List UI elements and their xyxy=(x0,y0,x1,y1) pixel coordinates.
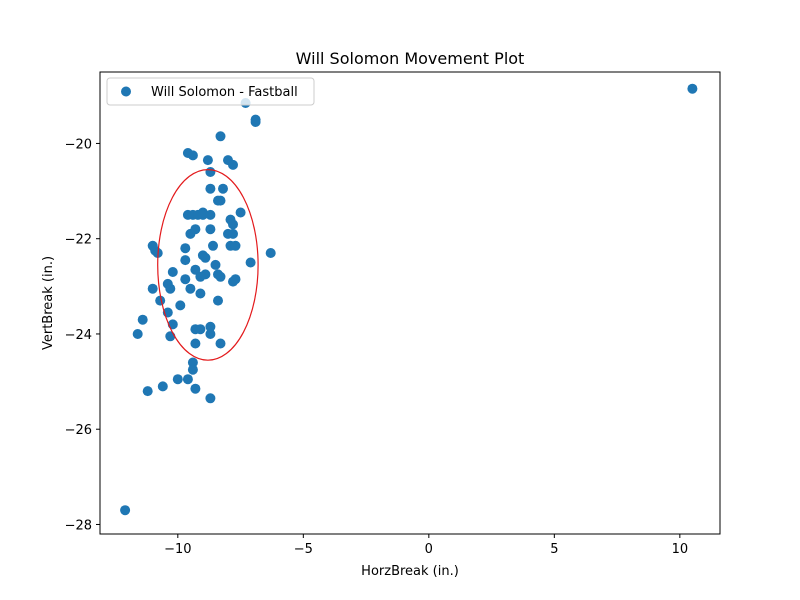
data-point xyxy=(215,338,226,349)
data-point xyxy=(205,183,216,194)
data-point xyxy=(208,240,218,251)
x-axis-label: HorzBreak (in.) xyxy=(361,564,459,579)
data-point xyxy=(250,117,261,127)
data-point xyxy=(132,329,143,339)
data-point xyxy=(147,283,158,294)
legend: Will Solomon - Fastball xyxy=(106,77,315,106)
data-point xyxy=(175,300,186,311)
data-point xyxy=(142,386,153,397)
data-point xyxy=(197,209,208,220)
data-point xyxy=(155,295,166,306)
data-point xyxy=(230,274,241,285)
data-point xyxy=(245,257,256,268)
x-tick-label: 0 xyxy=(425,542,433,557)
axes-frame xyxy=(99,71,721,535)
x-tick-label: −10 xyxy=(164,542,191,557)
y-tick-label: −26 xyxy=(65,423,92,438)
data-point xyxy=(180,243,191,254)
data-point xyxy=(195,271,206,282)
data-point xyxy=(120,505,131,516)
data-point xyxy=(190,383,201,394)
data-point xyxy=(185,228,196,239)
legend-box xyxy=(106,77,315,106)
data-point xyxy=(265,248,276,258)
data-point xyxy=(235,207,246,218)
data-point xyxy=(165,283,176,294)
data-point xyxy=(185,283,196,294)
data-point xyxy=(195,324,206,335)
data-point xyxy=(687,83,698,94)
data-point xyxy=(205,321,216,332)
data-point xyxy=(190,264,201,275)
data-point xyxy=(202,155,213,166)
legend-marker xyxy=(121,86,131,97)
data-point xyxy=(215,195,226,206)
data-point xyxy=(172,374,183,385)
data-point xyxy=(180,255,191,266)
chart-title: Will Solomon Movement Plot xyxy=(296,49,525,68)
data-point xyxy=(205,224,216,235)
data-point xyxy=(215,271,226,282)
data-point xyxy=(205,209,216,220)
data-point xyxy=(215,131,226,142)
plot-area xyxy=(120,83,698,516)
data-point xyxy=(205,167,216,177)
data-point xyxy=(230,240,241,251)
y-tick-label: −22 xyxy=(65,233,92,248)
data-point xyxy=(195,288,206,299)
data-point xyxy=(213,295,223,306)
data-point xyxy=(157,381,168,392)
data-point xyxy=(205,329,216,339)
data-point xyxy=(187,150,198,161)
data-point xyxy=(165,331,176,342)
y-tick-label: −20 xyxy=(65,137,92,152)
data-point xyxy=(187,364,198,375)
y-tick-label: −24 xyxy=(65,328,92,343)
data-point xyxy=(180,274,191,285)
data-point xyxy=(167,267,178,277)
x-axis-ticks: −10 −5 0 5 10 xyxy=(164,534,688,557)
data-point xyxy=(187,357,198,368)
x-tick-label: −5 xyxy=(294,542,313,557)
y-tick-label: −28 xyxy=(65,518,92,533)
x-tick-label: 5 xyxy=(550,542,558,557)
data-point xyxy=(228,159,238,170)
data-point xyxy=(218,183,228,194)
data-point xyxy=(205,393,216,404)
y-axis-ticks: −28 −26 −24 −22 −20 xyxy=(65,137,100,533)
y-axis-label: VertBreak (in.) xyxy=(41,256,56,350)
confidence-ellipse xyxy=(157,168,259,361)
x-tick-label: 10 xyxy=(672,542,689,557)
legend-label: Will Solomon - Fastball xyxy=(151,85,298,100)
data-point xyxy=(182,374,193,385)
data-point xyxy=(167,319,178,330)
data-point xyxy=(228,228,238,239)
data-point xyxy=(228,219,238,230)
data-point xyxy=(190,338,201,349)
data-point xyxy=(137,314,148,325)
data-point xyxy=(210,259,221,270)
data-point xyxy=(200,252,211,263)
